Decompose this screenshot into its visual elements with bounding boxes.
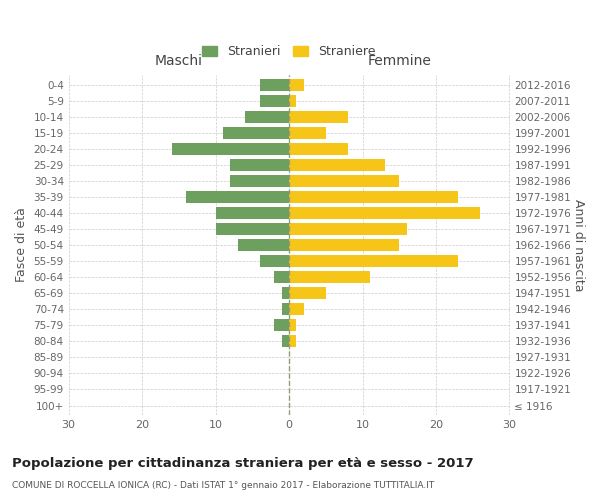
Y-axis label: Anni di nascita: Anni di nascita — [572, 199, 585, 292]
Bar — [282, 336, 289, 347]
Bar — [289, 320, 296, 332]
Bar — [186, 191, 289, 203]
Bar — [289, 223, 407, 235]
Bar — [289, 159, 385, 171]
Bar — [289, 110, 348, 122]
Bar — [282, 287, 289, 299]
Bar — [289, 336, 296, 347]
Bar — [245, 110, 289, 122]
Bar — [289, 271, 370, 283]
Bar — [289, 78, 304, 90]
Legend: Stranieri, Straniere: Stranieri, Straniere — [197, 40, 381, 64]
Text: COMUNE DI ROCCELLA IONICA (RC) - Dati ISTAT 1° gennaio 2017 - Elaborazione TUTTI: COMUNE DI ROCCELLA IONICA (RC) - Dati IS… — [12, 481, 434, 490]
Bar — [289, 191, 458, 203]
Bar — [260, 94, 289, 106]
Bar — [289, 94, 296, 106]
Bar — [289, 142, 348, 155]
Text: Femmine: Femmine — [367, 54, 431, 68]
Bar — [282, 303, 289, 315]
Bar — [215, 207, 289, 219]
Bar — [289, 175, 399, 187]
Bar — [230, 159, 289, 171]
Bar — [260, 78, 289, 90]
Y-axis label: Fasce di età: Fasce di età — [15, 208, 28, 282]
Bar — [289, 287, 326, 299]
Bar — [260, 255, 289, 267]
Bar — [274, 271, 289, 283]
Bar — [289, 207, 480, 219]
Bar — [274, 320, 289, 332]
Bar — [289, 126, 326, 138]
Bar — [289, 303, 304, 315]
Bar — [172, 142, 289, 155]
Bar — [215, 223, 289, 235]
Bar — [289, 239, 399, 251]
Bar — [223, 126, 289, 138]
Text: Popolazione per cittadinanza straniera per età e sesso - 2017: Popolazione per cittadinanza straniera p… — [12, 458, 473, 470]
Bar — [289, 255, 458, 267]
Text: Maschi: Maschi — [155, 54, 203, 68]
Bar — [230, 175, 289, 187]
Bar — [238, 239, 289, 251]
